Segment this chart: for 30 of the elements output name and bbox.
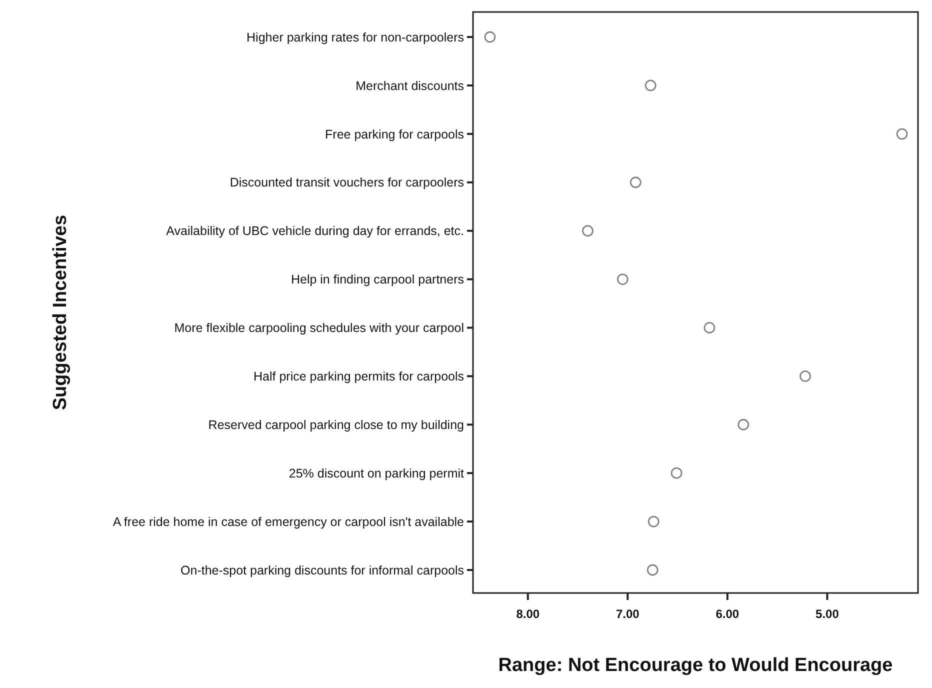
point (648, 516, 660, 528)
point (582, 225, 594, 237)
point (670, 467, 682, 479)
point (896, 128, 908, 140)
y-tick-label: Help in finding carpool partners (290, 272, 464, 287)
y-tick-label: Merchant discounts (356, 78, 464, 93)
point (630, 176, 642, 188)
y-tick-label: Higher parking rates for non-carpoolers (246, 30, 464, 44)
y-tick-label: On-the-spot parking discounts for informal carpools (180, 563, 464, 578)
point (646, 564, 658, 576)
y-axis-title: Suggested Incentives (50, 214, 71, 410)
point (800, 370, 811, 382)
y-tick-label: Reserved carpool parking close to my building (208, 418, 464, 432)
x-tick-label: 8.00 (516, 607, 540, 621)
y-tick-label: Availability of UBC vehicle during day for errands, etc. (166, 224, 464, 238)
x-axis-title: Range: Not Encourage to Would Encourage (498, 655, 893, 676)
point (644, 80, 656, 92)
x-tick-label: 5.00 (816, 607, 840, 621)
point (738, 418, 750, 430)
y-tick-label: Half price parking permits for carpools (254, 370, 464, 384)
y-tick-label: Free parking for carpools (325, 127, 464, 142)
x-tick-label: 7.00 (616, 607, 640, 621)
y-tick-label: A free ride home in case of emergency or carpool isn't available (112, 514, 464, 529)
point (704, 322, 716, 334)
point (484, 31, 496, 43)
y-tick-label: Discounted transit vouchers for carpoolers (230, 176, 464, 190)
x-tick-label: 6.00 (716, 607, 740, 621)
point (616, 274, 628, 285)
y-tick-label: More flexible carpooling schedules with your carpool (174, 321, 464, 336)
y-tick-label: 25% discount on parking permit (288, 466, 465, 480)
